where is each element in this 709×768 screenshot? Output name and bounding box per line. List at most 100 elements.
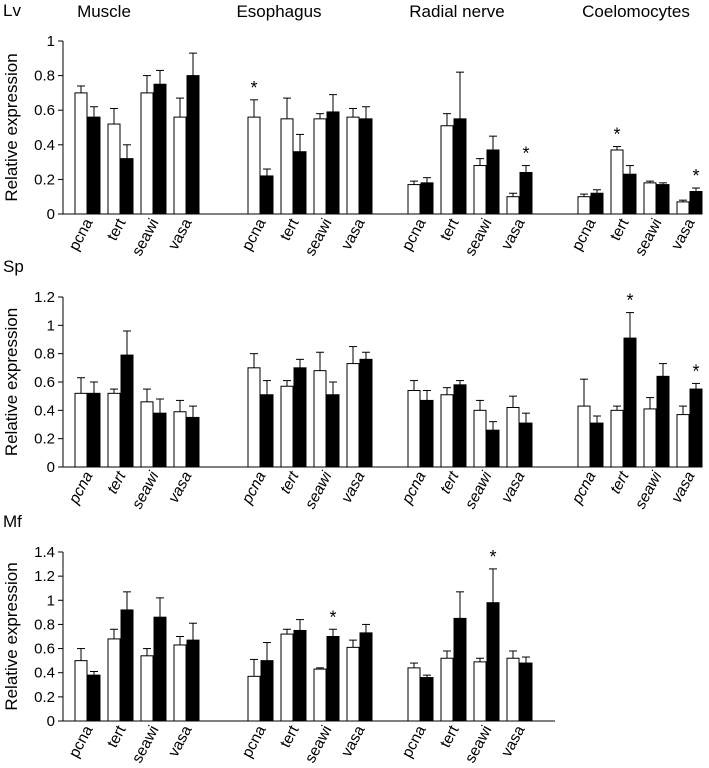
gene-label: tert [607, 468, 633, 496]
bar [506, 407, 520, 468]
gene-label: seawi [302, 216, 336, 259]
gene-label: tert [277, 468, 303, 496]
significance-star: * [522, 144, 529, 164]
bar [359, 118, 373, 215]
gene-label: tert [437, 215, 463, 243]
bar [326, 111, 340, 215]
bar [280, 118, 294, 215]
gene-label: vasa [165, 469, 196, 506]
bar [519, 422, 533, 468]
bar [420, 399, 434, 468]
bar [260, 660, 274, 722]
bar [407, 184, 421, 215]
gene-label: tert [437, 468, 463, 496]
gene-label: seawi [632, 468, 666, 511]
bar [473, 165, 487, 215]
bar [153, 412, 167, 468]
bar [506, 657, 520, 722]
gene-label: tert [607, 215, 633, 243]
gene-label: tert [104, 468, 130, 496]
gene-label: pcna [239, 216, 270, 254]
gene-label: tert [277, 215, 303, 243]
bar [676, 414, 690, 468]
y-tick-label: 0.6 [34, 102, 55, 119]
bar [440, 125, 454, 215]
bar [643, 408, 657, 468]
gene-label: tert [437, 722, 463, 750]
bar [689, 191, 703, 215]
gene-label: tert [104, 215, 130, 243]
bar [120, 609, 134, 722]
bar [519, 171, 533, 215]
bar [359, 358, 373, 468]
bar [656, 375, 670, 468]
significance-star: * [613, 125, 620, 145]
gene-label: pcna [569, 216, 600, 254]
tissue-heading: Esophagus [236, 2, 321, 21]
bar [247, 116, 261, 215]
bar [440, 394, 454, 468]
y-tick-label: 0.2 [34, 689, 55, 706]
bar [173, 116, 187, 215]
gene-label: pcna [66, 216, 97, 254]
bar [656, 184, 670, 215]
y-tick-label: 0.2 [34, 171, 55, 188]
bar [359, 632, 373, 722]
bar [407, 667, 421, 722]
gene-label: vasa [338, 723, 369, 760]
bar [120, 354, 134, 468]
y-tick-label: 1 [47, 317, 55, 334]
bar [486, 149, 500, 215]
bar [313, 668, 327, 722]
bar [140, 401, 154, 468]
bar [140, 92, 154, 215]
bar [623, 337, 637, 468]
bar [107, 123, 121, 215]
y-axis-title: Relative expression [2, 53, 21, 201]
gene-label: seawi [462, 468, 496, 511]
tissue-heading: Muscle [77, 2, 131, 21]
gene-label: seawi [129, 216, 163, 259]
bar [74, 392, 88, 468]
bar [107, 638, 121, 722]
y-tick-label: 0.4 [34, 137, 55, 154]
gene-label: pcna [238, 469, 269, 508]
bar [453, 384, 467, 468]
gene-label: vasa [498, 216, 529, 253]
bar [346, 116, 360, 215]
bar [577, 196, 591, 215]
gene-label: vasa [338, 216, 369, 253]
bar [260, 175, 274, 215]
bar [676, 201, 690, 215]
bar [313, 370, 327, 468]
bar [346, 363, 360, 468]
gene-label: vasa [668, 469, 699, 506]
bar [186, 75, 200, 215]
bar [186, 639, 200, 722]
bar [153, 83, 167, 215]
significance-star: * [250, 78, 257, 98]
species-label: Mf [3, 512, 22, 531]
y-axis-title: Relative expression [2, 562, 21, 710]
y-tick-label: 0.4 [34, 402, 55, 419]
y-tick-label: 1.2 [34, 289, 55, 306]
bar [420, 182, 434, 215]
y-tick-label: 0 [47, 459, 55, 476]
gene-label: vasa [668, 216, 699, 253]
y-tick-label: 1.4 [34, 544, 55, 561]
bar [120, 158, 134, 215]
bar [74, 660, 88, 722]
gene-label: tert [104, 722, 130, 750]
bar [313, 118, 327, 215]
gene-label: pcna [66, 723, 97, 761]
y-tick-label: 0.6 [34, 641, 55, 658]
significance-star: * [489, 547, 496, 567]
y-tick-label: 1.2 [34, 568, 55, 585]
y-tick-label: 0.4 [34, 665, 55, 682]
bar [247, 367, 261, 468]
y-tick-label: 1 [47, 33, 55, 50]
gene-label: seawi [632, 216, 666, 259]
bar [407, 390, 421, 468]
